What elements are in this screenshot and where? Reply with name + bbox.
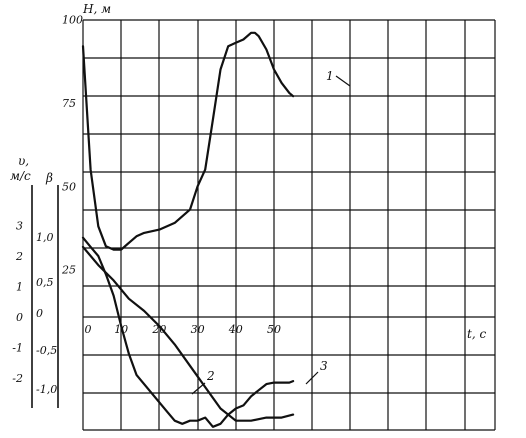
v-tick-label: 2 — [15, 250, 23, 263]
v-tick-label: 0 — [16, 311, 23, 324]
x-tick-label: 0 — [85, 323, 92, 336]
x-tick-label: 20 — [151, 323, 166, 336]
beta-tick-label: -1,0 — [36, 383, 57, 396]
series-1-leader — [335, 75, 351, 87]
series-2-label: 2 — [206, 369, 215, 383]
beta-axis-label: β — [45, 171, 53, 185]
v-tick-label: 1 — [16, 281, 23, 294]
series-1-label: 1 — [326, 69, 334, 83]
series-labels: 1 2 3 — [191, 69, 351, 395]
h-tick-label: 100 — [62, 14, 83, 27]
series-2-line — [81, 236, 295, 428]
series-curves — [81, 31, 295, 428]
h-axis-label: H, м — [82, 2, 111, 16]
series-3-leader — [305, 371, 319, 385]
h-tick-label: 50 — [62, 180, 76, 193]
x-tick-label: 40 — [228, 323, 243, 336]
series-3-label: 3 — [320, 359, 328, 373]
series-2-leader — [191, 382, 206, 395]
beta-tick-label: -0,5 — [36, 344, 57, 357]
x-tick-label: 30 — [191, 323, 205, 336]
v-axis-unit: м/с — [10, 169, 31, 183]
beta-tick-label: 0,5 — [36, 276, 54, 289]
tick-labels: 0 10 20 30 40 502550751003210-1-21,00,50-0,5-… — [12, 14, 281, 397]
v-axis-label: υ, — [18, 154, 29, 168]
v-tick-label: -1 — [12, 342, 23, 355]
x-tick-label: 50 — [267, 323, 281, 336]
v-tick-label: 3 — [16, 220, 23, 233]
series-1-line — [81, 31, 295, 251]
beta-tick-label: 0 — [36, 307, 43, 320]
v-tick-label: -2 — [12, 372, 23, 385]
series-3-line — [81, 245, 295, 422]
h-tick-label: 25 — [61, 264, 76, 277]
beta-tick-label: 1,0 — [36, 231, 54, 244]
h-tick-label: 75 — [62, 97, 76, 110]
x-axis-label: t, c — [467, 327, 486, 341]
grid — [82, 19, 496, 431]
